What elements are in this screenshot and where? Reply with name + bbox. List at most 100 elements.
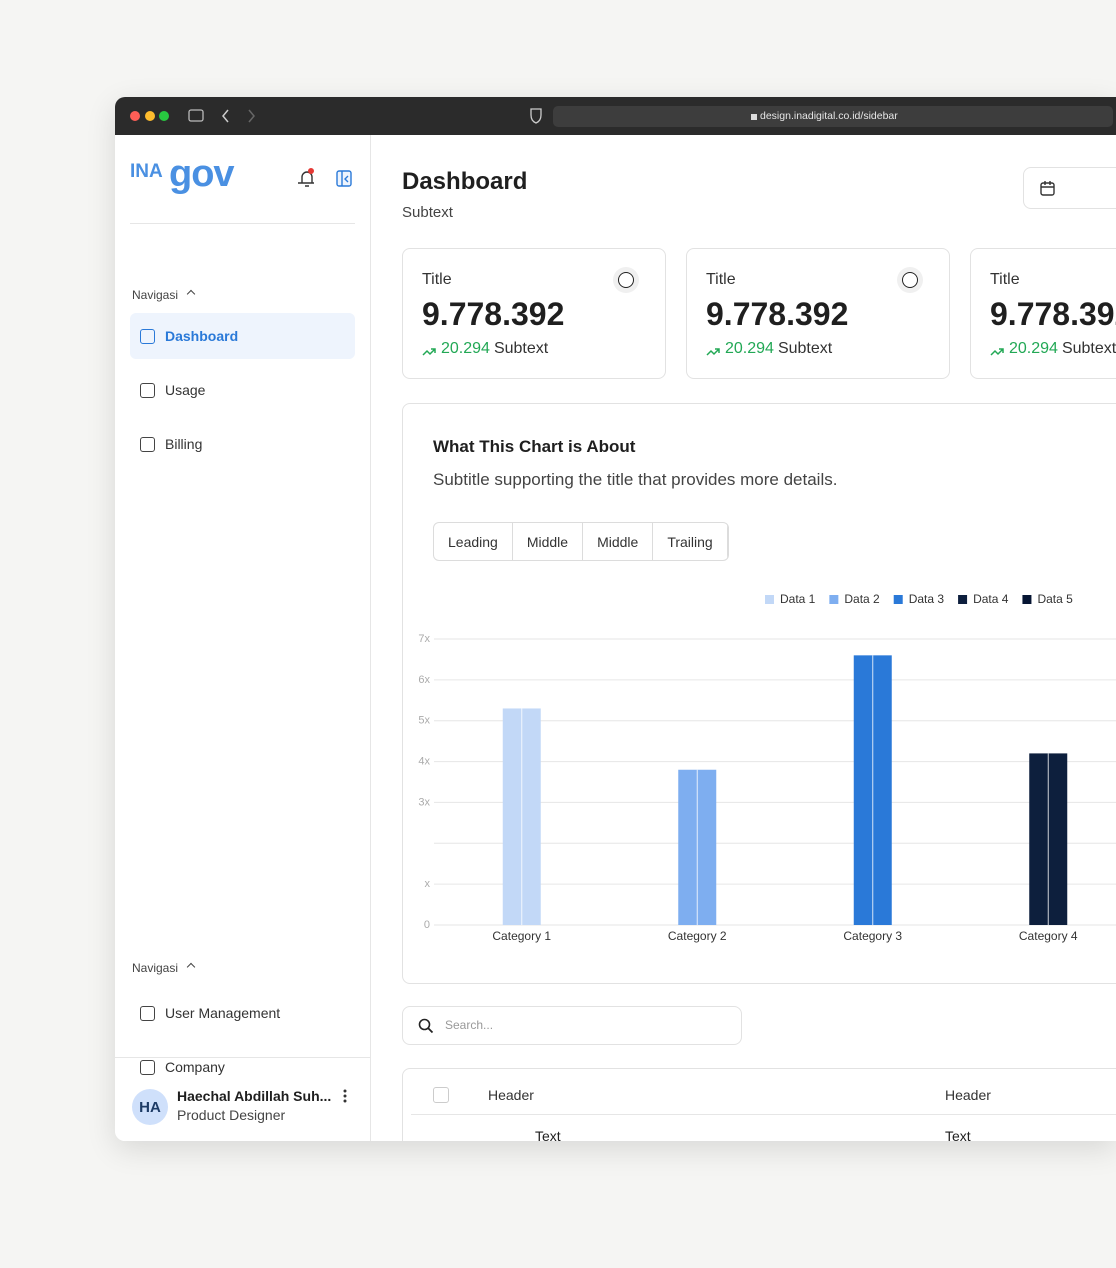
- search-box[interactable]: Search...: [402, 1006, 742, 1045]
- x-tick-label: Category 3: [843, 929, 902, 943]
- section-label: Navigasi: [132, 961, 179, 975]
- search-icon: [418, 1018, 434, 1034]
- nav-icon: [140, 1005, 155, 1021]
- stat-value: 9.778.392: [706, 296, 849, 332]
- section-label: Navigasi: [132, 288, 179, 302]
- x-tick-label: Category 4: [1019, 929, 1078, 943]
- logo-prefix: INA: [130, 161, 163, 182]
- stat-change: 20.294: [725, 340, 774, 357]
- legend-swatch: [893, 595, 903, 604]
- y-tick-label: 5x: [418, 715, 430, 727]
- stat-value: 9.778.392: [422, 296, 565, 332]
- nav-item[interactable]: Usage: [130, 367, 355, 413]
- stat-title: Title: [422, 271, 452, 288]
- page-title: Dashboard: [402, 168, 528, 195]
- legend-swatch: [958, 595, 968, 604]
- stat-change: 20.294: [1009, 340, 1058, 357]
- chevron: [186, 289, 196, 299]
- nav-icon: [140, 328, 155, 344]
- browser-toolbar: design.inadigital.co.id/sidebar: [115, 97, 1116, 135]
- y-tick-label: 0: [424, 919, 430, 931]
- checkbox[interactable]: [433, 1087, 449, 1103]
- y-tick-label: 7x: [418, 633, 430, 645]
- trend-icon: [706, 344, 720, 356]
- stat-change: 20.294: [441, 340, 490, 357]
- sidebar: INA gov Navigasi Dashboard Usage Billing Nav…: [115, 135, 371, 1141]
- legend-label: Data 2: [844, 592, 880, 606]
- stat-title: Title: [990, 271, 1020, 288]
- chart-subtitle: Subtitle supporting the title that provi…: [433, 470, 838, 489]
- nav-label: User Management: [165, 1005, 281, 1021]
- table-header: Header: [945, 1087, 991, 1103]
- nav-icon: [140, 436, 155, 452]
- nav-icon: [140, 382, 155, 398]
- y-tick-label: 6x: [418, 674, 430, 686]
- nav-item[interactable]: Billing: [130, 421, 355, 467]
- segmented-control: Leading Middle Middle Trailing: [433, 522, 729, 561]
- nav-icon: [140, 1059, 155, 1075]
- table-header: Header: [488, 1087, 534, 1103]
- stat-icon: [618, 272, 634, 288]
- stat-title: Title: [706, 271, 736, 288]
- chart: 0 x 3x 4x 5x 6x 7x Category 1 Category 2 Category…: [418, 592, 1116, 943]
- date-button[interactable]: [1023, 167, 1116, 209]
- legend-label: Data 5: [1037, 592, 1073, 606]
- stat-change-row: 20.294 Subtext: [990, 340, 1116, 358]
- browser-window: design.inadigital.co.id/sidebar INA gov …: [115, 97, 1116, 1141]
- avatar: HA: [132, 1089, 168, 1125]
- stat-value: 9.778.392: [990, 296, 1116, 332]
- chevron: [186, 962, 196, 972]
- divider: [411, 1114, 1116, 1115]
- legend-label: Data 1: [780, 592, 816, 606]
- nav-label: Dashboard: [165, 328, 239, 344]
- search-placeholder: Search...: [445, 1018, 494, 1032]
- nav-item[interactable]: User Management: [130, 990, 355, 1036]
- trend-icon: [422, 344, 436, 356]
- user-role: Product Designer: [177, 1107, 286, 1123]
- stat-note: Subtext: [493, 340, 549, 357]
- page-subtitle: Subtext: [402, 204, 453, 221]
- y-tick-label: 4x: [418, 755, 430, 767]
- tab[interactable]: Middle: [583, 523, 654, 560]
- nav-item[interactable]: Company: [130, 1044, 355, 1090]
- table-cell: Text: [945, 1128, 971, 1141]
- legend-swatch: [1022, 595, 1032, 604]
- url[interactable]: design.inadigital.co.id/sidebar: [760, 110, 898, 122]
- legend-swatch: [765, 595, 774, 604]
- table: Header Header Text Text: [402, 1068, 1116, 1141]
- y-tick-label: x: [425, 878, 431, 890]
- tab[interactable]: Leading: [434, 523, 513, 560]
- stat-change-row: 20.294 Subtext: [706, 340, 832, 358]
- legend-label: Data 3: [909, 592, 945, 606]
- nav-label: Company: [165, 1059, 225, 1075]
- trend-icon: [990, 344, 1004, 356]
- toolbar-icons: [130, 106, 1113, 127]
- stat-icon: [902, 272, 918, 288]
- legend-label: Data 4: [973, 592, 1009, 606]
- divider: [130, 223, 355, 224]
- legend-swatch: [829, 595, 839, 604]
- chart-title: What This Chart is About: [433, 437, 636, 456]
- calendar-icon: [1040, 181, 1055, 196]
- tab[interactable]: Middle: [513, 523, 584, 560]
- stat-note: Subtext: [1061, 340, 1116, 357]
- x-tick-label: Category 2: [668, 929, 727, 943]
- y-tick-label: 3x: [418, 796, 430, 808]
- user-name: Haechal Abdillah Suh...: [177, 1088, 332, 1104]
- sidebar-icons[interactable]: [295, 167, 365, 191]
- stat-note: Subtext: [777, 340, 833, 357]
- stat-change-row: 20.294 Subtext: [422, 340, 548, 358]
- divider: [115, 1057, 370, 1058]
- logo: gov: [169, 153, 235, 195]
- chart-card: What This Chart is About Subtitle suppor…: [402, 403, 1116, 984]
- nav-item[interactable]: Dashboard: [130, 313, 355, 359]
- tab[interactable]: Trailing: [653, 523, 728, 560]
- table-cell: Text: [535, 1128, 561, 1141]
- nav-label: Usage: [165, 382, 206, 398]
- x-tick-label: Category 1: [492, 929, 551, 943]
- more-button[interactable]: [341, 1088, 349, 1104]
